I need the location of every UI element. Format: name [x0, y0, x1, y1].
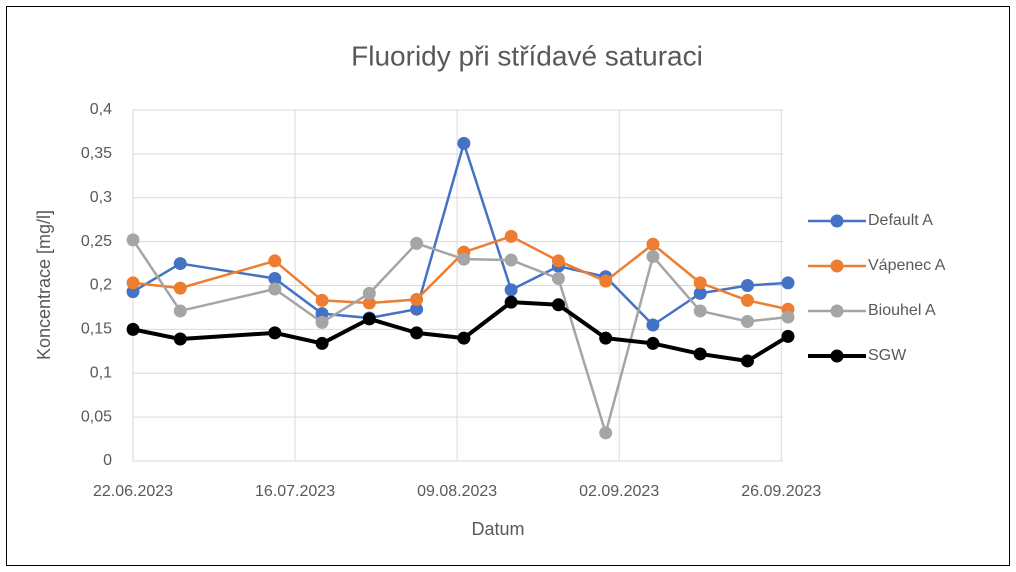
data-point [551, 254, 565, 268]
chart-title: Fluoridy při střídavé saturaci [351, 40, 703, 71]
data-point [693, 286, 707, 300]
data-point [504, 229, 518, 243]
x-tick-label: 26.09.2023 [741, 483, 821, 500]
data-point [362, 286, 376, 300]
series-line [131, 239, 789, 435]
data-point [362, 296, 376, 310]
data-point [410, 302, 424, 316]
data-point [268, 271, 282, 285]
data-point [740, 279, 754, 292]
x-tick-label: 16.07.2023 [255, 483, 335, 500]
y-tick-label: 0,1 [90, 364, 112, 381]
y-tick-label: 0,3 [90, 189, 112, 206]
x-tick-label: 22.06.2023 [93, 483, 173, 500]
data-point [781, 276, 795, 290]
series-line [132, 142, 789, 327]
data-point [599, 274, 613, 288]
data-point [740, 314, 754, 328]
data-point [173, 332, 187, 346]
data-point [268, 254, 282, 268]
data-point [457, 136, 471, 150]
data-point [173, 304, 187, 318]
y-tick-label: 0 [103, 452, 112, 469]
legend-label: SGW [868, 347, 907, 364]
y-tick-label: 0,4 [90, 101, 112, 118]
data-point [410, 326, 424, 340]
data-point [740, 354, 754, 368]
data-point [599, 426, 613, 440]
legend-swatch-marker [830, 214, 844, 228]
data-point [504, 283, 518, 297]
data-point [693, 304, 707, 318]
series-line [132, 300, 790, 363]
data-point [362, 312, 376, 326]
y-tick-label: 0,05 [81, 408, 112, 425]
data-point [126, 322, 140, 336]
x-tick-label: 02.09.2023 [579, 483, 659, 500]
data-point [173, 281, 187, 295]
data-point [315, 336, 329, 350]
data-point [126, 276, 140, 290]
data-point [646, 250, 660, 264]
data-point [268, 326, 282, 340]
legend-label: Vápenec A [868, 257, 946, 274]
y-tick-label: 0,15 [81, 321, 112, 338]
data-point [646, 318, 660, 332]
y-axis-label: Koncentrace [mg/l] [34, 210, 54, 360]
data-point [315, 315, 329, 329]
data-point [781, 329, 795, 343]
legend-swatch-marker [830, 304, 844, 318]
data-point [457, 331, 471, 345]
data-point [504, 253, 518, 267]
data-point [504, 295, 518, 309]
y-tick-label: 0,2 [90, 277, 112, 294]
y-tick-label: 0,25 [81, 233, 112, 250]
legend-label: Biouhel A [868, 302, 936, 319]
data-point [781, 310, 795, 324]
data-point [126, 233, 140, 247]
data-point [599, 331, 613, 345]
data-point [551, 298, 565, 312]
data-point [173, 257, 187, 271]
data-point [740, 293, 754, 307]
data-point [646, 237, 660, 251]
legend-swatch-marker [830, 259, 844, 273]
series-line [132, 235, 789, 311]
legend-swatch-marker [830, 349, 844, 363]
data-point [693, 276, 707, 290]
x-axis-label: Datum [471, 519, 524, 539]
y-tick-label: 0,35 [81, 145, 112, 162]
data-point [410, 293, 424, 307]
legend-label: Default A [868, 212, 933, 229]
data-point [315, 293, 329, 307]
data-point [457, 252, 471, 266]
x-tick-label: 09.08.2023 [417, 483, 497, 500]
data-point [551, 271, 565, 285]
data-point [646, 336, 660, 350]
data-point [693, 347, 707, 361]
data-point [410, 236, 424, 250]
data-point [268, 282, 282, 296]
